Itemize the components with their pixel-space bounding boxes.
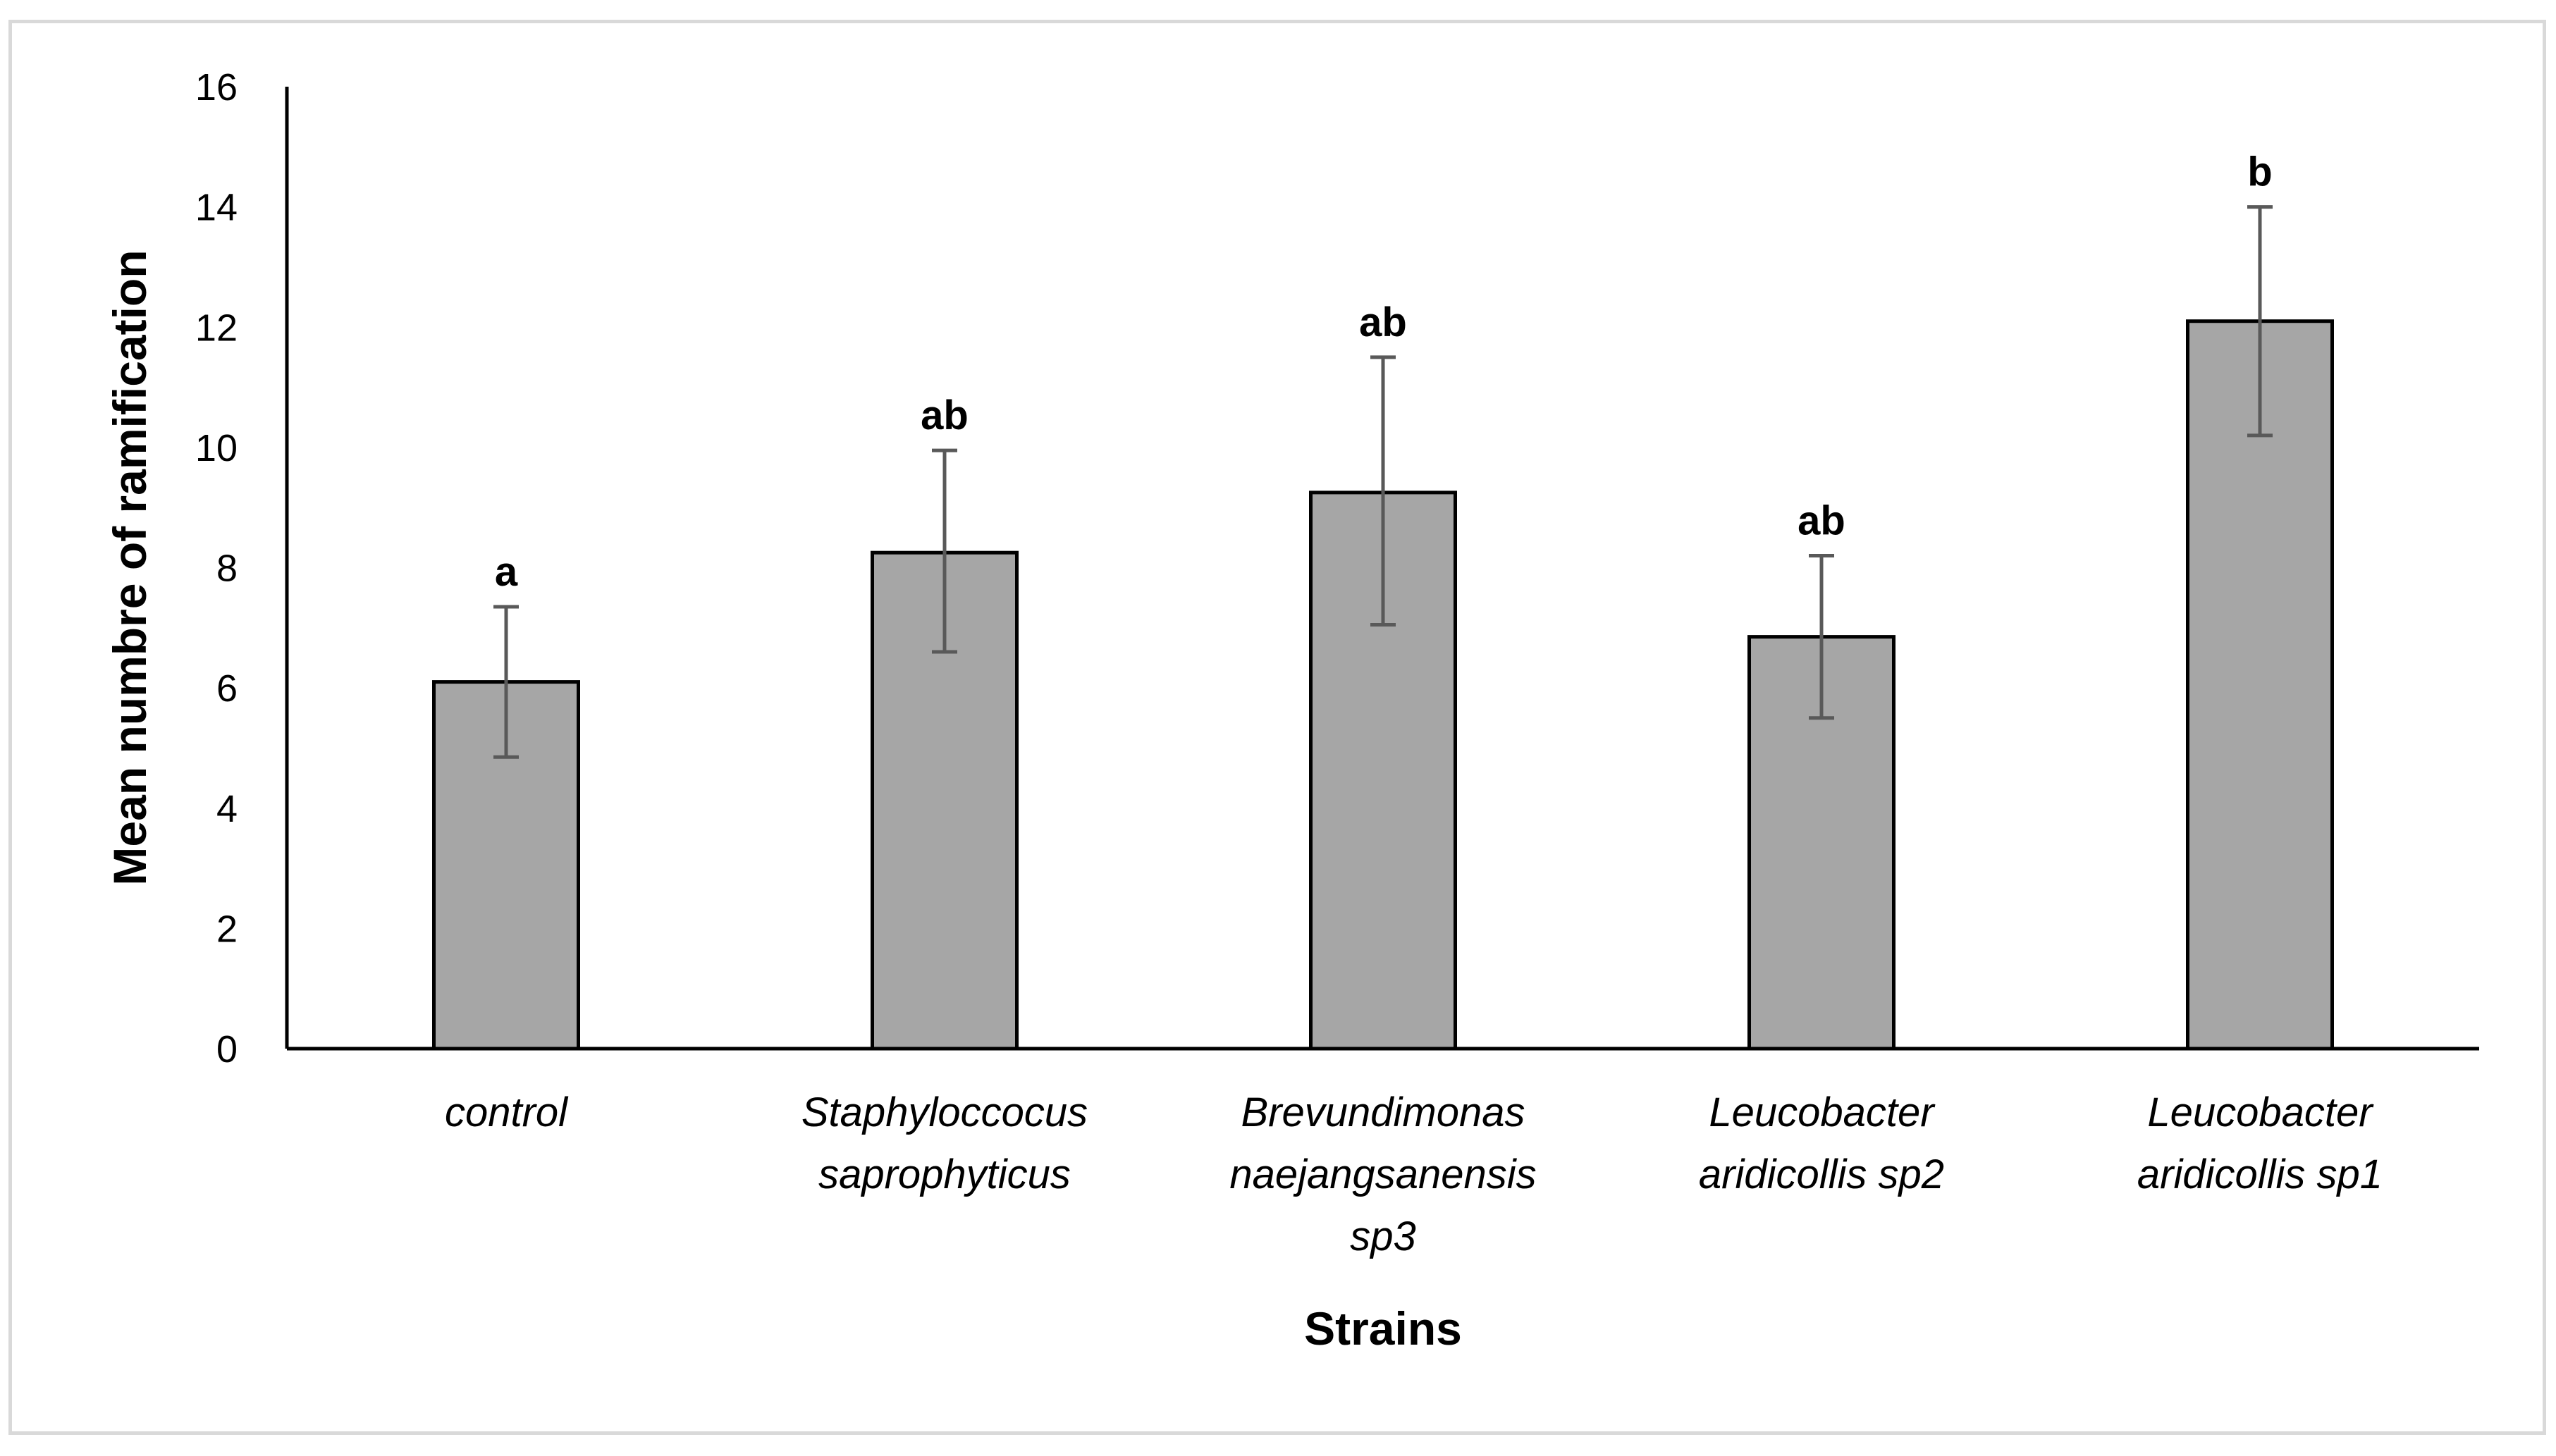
y-tick-label: 12 [195, 307, 238, 349]
significance-label: b [2247, 149, 2272, 195]
error-bar [932, 448, 957, 654]
error-bar [2247, 205, 2273, 438]
x-tick-label-line: control [445, 1090, 569, 1135]
x-tick-label-line: Leucobacter [2147, 1090, 2374, 1135]
x-tick-label: Brevundimonas naejangsanensis sp3 [1229, 1090, 1536, 1259]
x-tick-label-line: saprophyticus [818, 1152, 1071, 1197]
x-tick-label-line: sp3 [1350, 1214, 1416, 1259]
y-tick-label: 4 [216, 788, 238, 830]
x-tick-label-line: Brevundimonas [1241, 1090, 1525, 1135]
bar [1747, 635, 1896, 1051]
x-tick-label: control [445, 1090, 569, 1135]
x-tick-label: Leucobacter aridicollis sp1 [2137, 1090, 2383, 1197]
y-tick-label: 16 [195, 66, 238, 109]
y-tick-label: 2 [216, 908, 238, 950]
significance-label: ab [1359, 300, 1407, 345]
y-tick-label: 6 [216, 667, 238, 710]
x-tick-label: Staphyloccocus saprophyticus [801, 1090, 1088, 1197]
category-labels: control Staphyloccocus saprophyticus Brevun… [445, 1090, 2383, 1259]
y-tick-label: 10 [195, 427, 238, 469]
y-axis-title: Mean numbre of ramification [104, 249, 156, 885]
x-tick-label-line: Leucobacter [1709, 1090, 1936, 1135]
error-bars [493, 205, 2273, 759]
error-bar [1809, 553, 1834, 720]
significance-label: ab [1798, 498, 1845, 543]
x-tick-label-line: Staphyloccocus [801, 1090, 1088, 1135]
bar-chart: 0 2 4 6 8 10 12 14 16 a ab ab ab b control Staphylocc… [104, 66, 2479, 1355]
error-bar [493, 605, 519, 759]
significance-label: ab [921, 393, 969, 438]
x-tick-label-line: aridicollis sp2 [1699, 1152, 1944, 1197]
x-tick-label-line: aridicollis sp1 [2137, 1152, 2383, 1197]
chart-frame: 0 2 4 6 8 10 12 14 16 a ab ab ab b control Staphylocc… [8, 20, 2546, 1435]
y-tick-label: 8 [216, 548, 238, 590]
error-bar [1370, 355, 1396, 627]
y-tick-label: 0 [216, 1028, 238, 1071]
x-tick-label: Leucobacter aridicollis sp2 [1699, 1090, 1944, 1197]
y-tick-label: 14 [195, 187, 238, 229]
x-axis-title: Strains [1304, 1302, 1462, 1355]
significance-label: a [495, 549, 518, 595]
x-tick-label-line: naejangsanensis [1229, 1152, 1536, 1197]
y-axis-ticks: 0 2 4 6 8 10 12 14 16 [195, 66, 238, 1071]
significance-labels: a ab ab ab b [495, 149, 2273, 595]
